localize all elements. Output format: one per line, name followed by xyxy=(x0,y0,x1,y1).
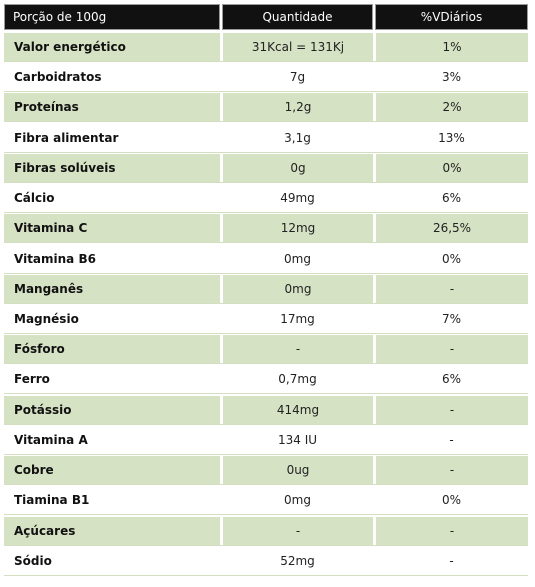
nutrient-quantity: 17mg xyxy=(280,311,315,326)
nutrient-daily-value: 3% xyxy=(441,70,462,85)
nutrient-name: Carboidratos xyxy=(14,70,102,85)
nutrient-quantity: 0ug xyxy=(222,456,373,485)
nutrient-name: Vitamina B6 xyxy=(14,251,96,266)
nutrient-daily-value: 2% xyxy=(375,93,528,122)
nutrient-quantity: 0mg xyxy=(222,274,373,303)
table-row: Vitamina A 134 IU - xyxy=(4,425,528,455)
nutrient-quantity: 3,1g xyxy=(284,130,311,145)
nutrient-quantity: 0mg xyxy=(284,493,311,508)
table-row: Valor energético 31Kcal = 131Kj 1% xyxy=(4,32,528,62)
nutrient-name: Fibras solúveis xyxy=(4,153,220,182)
table-row: Carboidratos 7g 3% xyxy=(4,62,528,93)
table-row: Cálcio 49mg 6% xyxy=(4,183,528,214)
nutrient-daily-value: 26,5% xyxy=(375,214,528,243)
nutrient-daily-value: 0% xyxy=(375,153,528,182)
nutrient-name: Fibra alimentar xyxy=(14,130,119,145)
table-row: Fibra alimentar 3,1g 13% xyxy=(4,123,528,153)
header-daily-value: %VDiários xyxy=(375,4,528,30)
nutrient-daily-value: 13% xyxy=(438,130,465,145)
nutrient-daily-value: - xyxy=(375,274,528,303)
nutrient-name: Proteínas xyxy=(4,93,220,122)
table-row: Fibras solúveis 0g 0% xyxy=(4,153,528,183)
table-header: Porção de 100g Quantidade %VDiários xyxy=(4,4,528,30)
nutrient-quantity: 414mg xyxy=(222,395,373,424)
table-row: Cobre 0ug - xyxy=(4,455,528,486)
header-quantity: Quantidade xyxy=(222,4,373,30)
nutrition-table: Porção de 100g Quantidade %VDiários Valo… xyxy=(4,4,528,576)
nutrient-daily-value: 0% xyxy=(441,493,462,508)
nutrient-quantity: - xyxy=(222,335,373,364)
nutrient-quantity: 0g xyxy=(222,153,373,182)
nutrient-name: Potássio xyxy=(4,395,220,424)
nutrient-name: Fósforo xyxy=(4,335,220,364)
nutrient-quantity: 0mg xyxy=(284,251,311,266)
table-row: Tiamina B1 0mg 0% xyxy=(4,485,528,516)
nutrient-quantity: 49mg xyxy=(280,191,315,206)
nutrient-name: Valor energético xyxy=(4,33,220,61)
nutrient-quantity: 31Kcal = 131Kj xyxy=(222,33,373,61)
nutrient-daily-value: - xyxy=(375,335,528,364)
nutrient-quantity: 1,2g xyxy=(222,93,373,122)
nutrient-daily-value: 6% xyxy=(441,191,462,206)
nutrient-daily-value: 7% xyxy=(441,311,462,326)
nutrient-name: Vitamina C xyxy=(4,214,220,243)
table-row: Proteínas 1,2g 2% xyxy=(4,92,528,123)
nutrient-daily-value: 0% xyxy=(441,251,462,266)
nutrient-name: Vitamina A xyxy=(14,432,88,447)
nutrient-name: Ferro xyxy=(14,372,50,387)
header-portion: Porção de 100g xyxy=(4,4,220,30)
nutrient-name: Magnésio xyxy=(14,311,79,326)
nutrient-name: Sódio xyxy=(14,553,52,568)
nutrient-daily-value: - xyxy=(375,456,528,485)
table-row: Ferro 0,7mg 6% xyxy=(4,364,528,395)
nutrient-daily-value: 6% xyxy=(441,372,462,387)
table-row: Vitamina B6 0mg 0% xyxy=(4,244,528,274)
nutrient-name: Cobre xyxy=(4,456,220,485)
table-row: Vitamina C 12mg 26,5% xyxy=(4,213,528,244)
nutrient-name: Tiamina B1 xyxy=(14,493,90,508)
nutrient-daily-value: 1% xyxy=(375,33,528,61)
nutrient-daily-value: - xyxy=(375,516,528,545)
table-row: Manganês 0mg - xyxy=(4,274,528,304)
nutrient-quantity: - xyxy=(222,516,373,545)
nutrient-daily-value: - xyxy=(375,395,528,424)
table-row: Magnésio 17mg 7% xyxy=(4,304,528,334)
nutrient-quantity: 52mg xyxy=(280,553,315,568)
nutrient-name: Cálcio xyxy=(14,191,55,206)
nutrient-quantity: 7g xyxy=(289,70,306,85)
table-row: Sódio 52mg - xyxy=(4,546,528,576)
nutrient-name: Manganês xyxy=(4,274,220,303)
nutrient-quantity: 12mg xyxy=(222,214,373,243)
nutrient-quantity: 0,7mg xyxy=(278,372,317,387)
nutrient-quantity: 134 IU xyxy=(277,432,318,447)
nutrient-name: Açúcares xyxy=(4,516,220,545)
table-row: Açúcares - - xyxy=(4,516,528,546)
nutrient-daily-value: - xyxy=(449,553,454,568)
nutrient-daily-value: - xyxy=(449,432,454,447)
table-row: Potássio 414mg - xyxy=(4,395,528,425)
table-row: Fósforo - - xyxy=(4,334,528,365)
